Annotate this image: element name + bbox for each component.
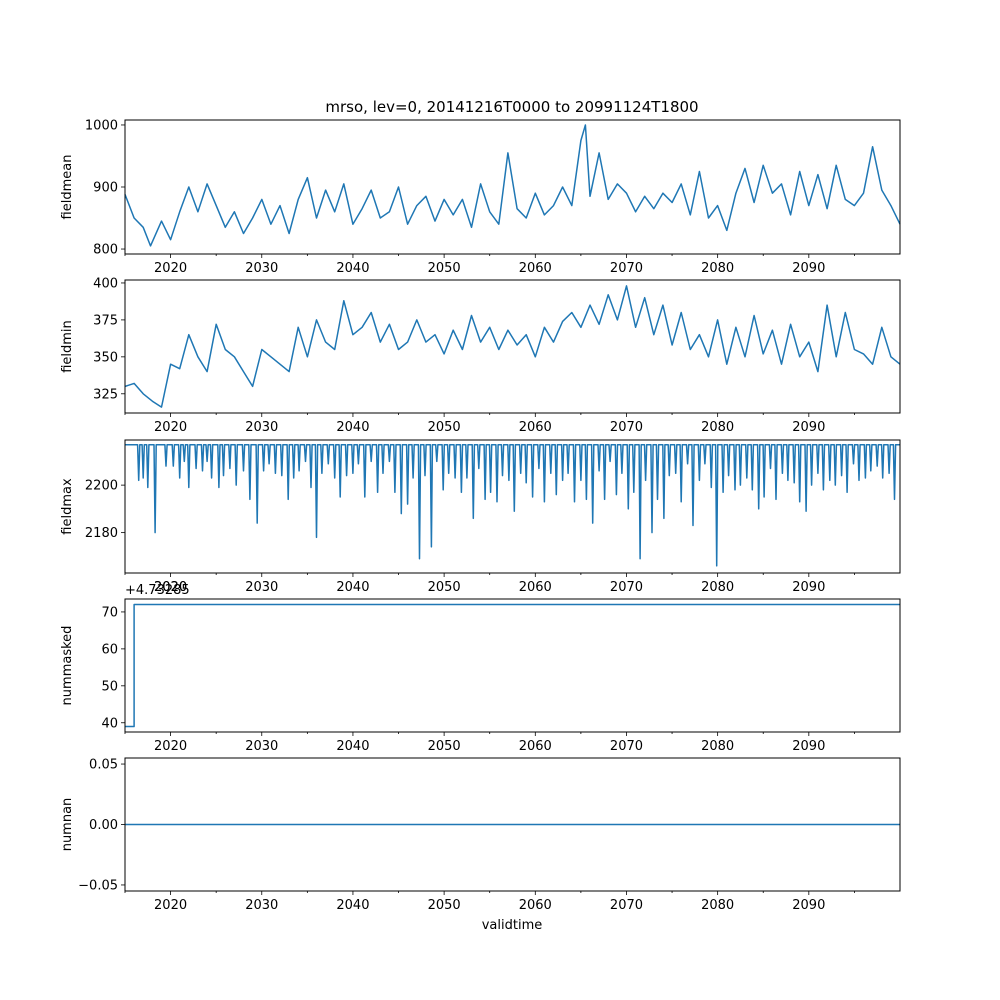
- x-tick-label: 2050: [428, 261, 461, 276]
- y-tick-label: 2180: [85, 526, 118, 541]
- x-tick-label: 2030: [245, 580, 278, 595]
- y-tick-label: −0.05: [78, 878, 118, 893]
- panel-nummasked: 2020 2030 2040 2050 2060 2070 2080 2090 40 50 60 70…: [60, 580, 901, 754]
- y-tick-label: 400: [93, 276, 118, 291]
- x-tick-label: 2050: [428, 420, 461, 435]
- x-tick-label: 2070: [610, 739, 643, 754]
- plot-frame-fieldmean: [124, 119, 901, 255]
- y-tick-label: 325: [93, 387, 118, 402]
- x-tick-label: 2080: [701, 261, 734, 276]
- chart-title: mrso, lev=0, 20141216T0000 to 20991124T1…: [325, 98, 698, 116]
- x-tick-label: 2030: [245, 739, 278, 754]
- y-axis-label-fieldmax: fieldmax: [60, 478, 75, 535]
- y-tick-label: 50: [101, 679, 118, 694]
- x-tick-label: 2080: [701, 898, 734, 913]
- x-tick-label: 2070: [610, 898, 643, 913]
- series-line-fieldmin: [124, 285, 901, 408]
- panel-fieldmean: 2020 2030 2040 2050 2060 2070 2080 2090 800 900 10…: [60, 118, 901, 276]
- series-line-fieldmean: [124, 124, 901, 247]
- x-axis-label: validtime: [482, 918, 543, 933]
- x-tick-label: 2060: [519, 420, 552, 435]
- y-tick-label: 40: [101, 716, 118, 731]
- x-tick-label: 2040: [336, 261, 369, 276]
- x-tick-label: 2020: [154, 739, 187, 754]
- x-tick-label: 2070: [610, 580, 643, 595]
- y-tick-label: 1000: [85, 118, 118, 133]
- x-tick-label: 2040: [336, 420, 369, 435]
- x-tick-label: 2080: [701, 580, 734, 595]
- overlapping-tick-label: 2020: [154, 580, 187, 595]
- x-tick-label: 2020: [154, 580, 187, 595]
- x-tick-label: 2060: [519, 580, 552, 595]
- x-tick-label: 2040: [336, 739, 369, 754]
- x-tick-label: 2090: [792, 261, 825, 276]
- x-tick-label: 2050: [428, 739, 461, 754]
- x-tick-label: 2030: [245, 898, 278, 913]
- y-tick-label: 60: [101, 642, 118, 657]
- x-tick-label: 2030: [245, 261, 278, 276]
- x-tick-label: 2040: [336, 580, 369, 595]
- x-tick-label: 2080: [701, 420, 734, 435]
- x-tick-label: 2020: [154, 420, 187, 435]
- panel-fieldmin: 2020 2030 2040 2050 2060 2070 2080 2090 325 350 37…: [60, 276, 901, 435]
- plot-frame-fieldmax: [124, 439, 901, 574]
- x-tick-label: 2020: [154, 261, 187, 276]
- x-tick-label: 2080: [701, 739, 734, 754]
- series-line-fieldmax: [125, 444, 900, 567]
- y-tick-label: 375: [93, 313, 118, 328]
- plot-frame-fieldmin: [124, 279, 901, 414]
- y-tick-label: 900: [93, 181, 118, 196]
- x-tick-label: 2070: [610, 420, 643, 435]
- x-tick-label: 2020: [154, 898, 187, 913]
- x-tick-label: 2040: [336, 898, 369, 913]
- y-tick-label: 350: [93, 350, 118, 365]
- y-tick-label: 70: [101, 605, 118, 620]
- x-tick-label: 2060: [519, 261, 552, 276]
- y-axis-label-nummasked: nummasked: [60, 626, 75, 706]
- x-tick-label: 2090: [792, 898, 825, 913]
- y-tick-label: 0.00: [89, 818, 118, 833]
- x-tick-label: 2060: [519, 898, 552, 913]
- x-tick-label: 2050: [428, 580, 461, 595]
- x-tick-label: 2030: [245, 420, 278, 435]
- y-tick-label: 2200: [85, 479, 118, 494]
- x-tick-label: 2090: [792, 420, 825, 435]
- x-tick-label: 2070: [610, 261, 643, 276]
- x-tick-label: 2050: [428, 898, 461, 913]
- y-axis-label-fieldmin: fieldmin: [60, 320, 75, 373]
- y-axis-label-fieldmean: fieldmean: [60, 155, 75, 220]
- panel-numnan: 2020 2030 2040 2050 2060 2070 2080 2090 −0.05 0.0…: [60, 757, 901, 913]
- y-tick-label: 0.05: [89, 758, 118, 773]
- chart-panels: 2020 2030 2040 2050 2060 2070 2080 2090 800 900 10…: [60, 118, 901, 913]
- plot-frame-nummasked: [124, 598, 901, 733]
- x-tick-label: 2090: [792, 739, 825, 754]
- y-axis-label-numnan: numnan: [60, 798, 75, 852]
- x-tick-label: 2090: [792, 580, 825, 595]
- y-tick-label: 800: [93, 243, 118, 258]
- series-line-nummasked: [125, 603, 900, 728]
- x-tick-label: 2060: [519, 739, 552, 754]
- axis-offset-text: +4.73285: [125, 583, 190, 598]
- panel-fieldmax: 2020 2030 2040 2050 2060 2070 2080 2090 2180 2200…: [60, 439, 901, 595]
